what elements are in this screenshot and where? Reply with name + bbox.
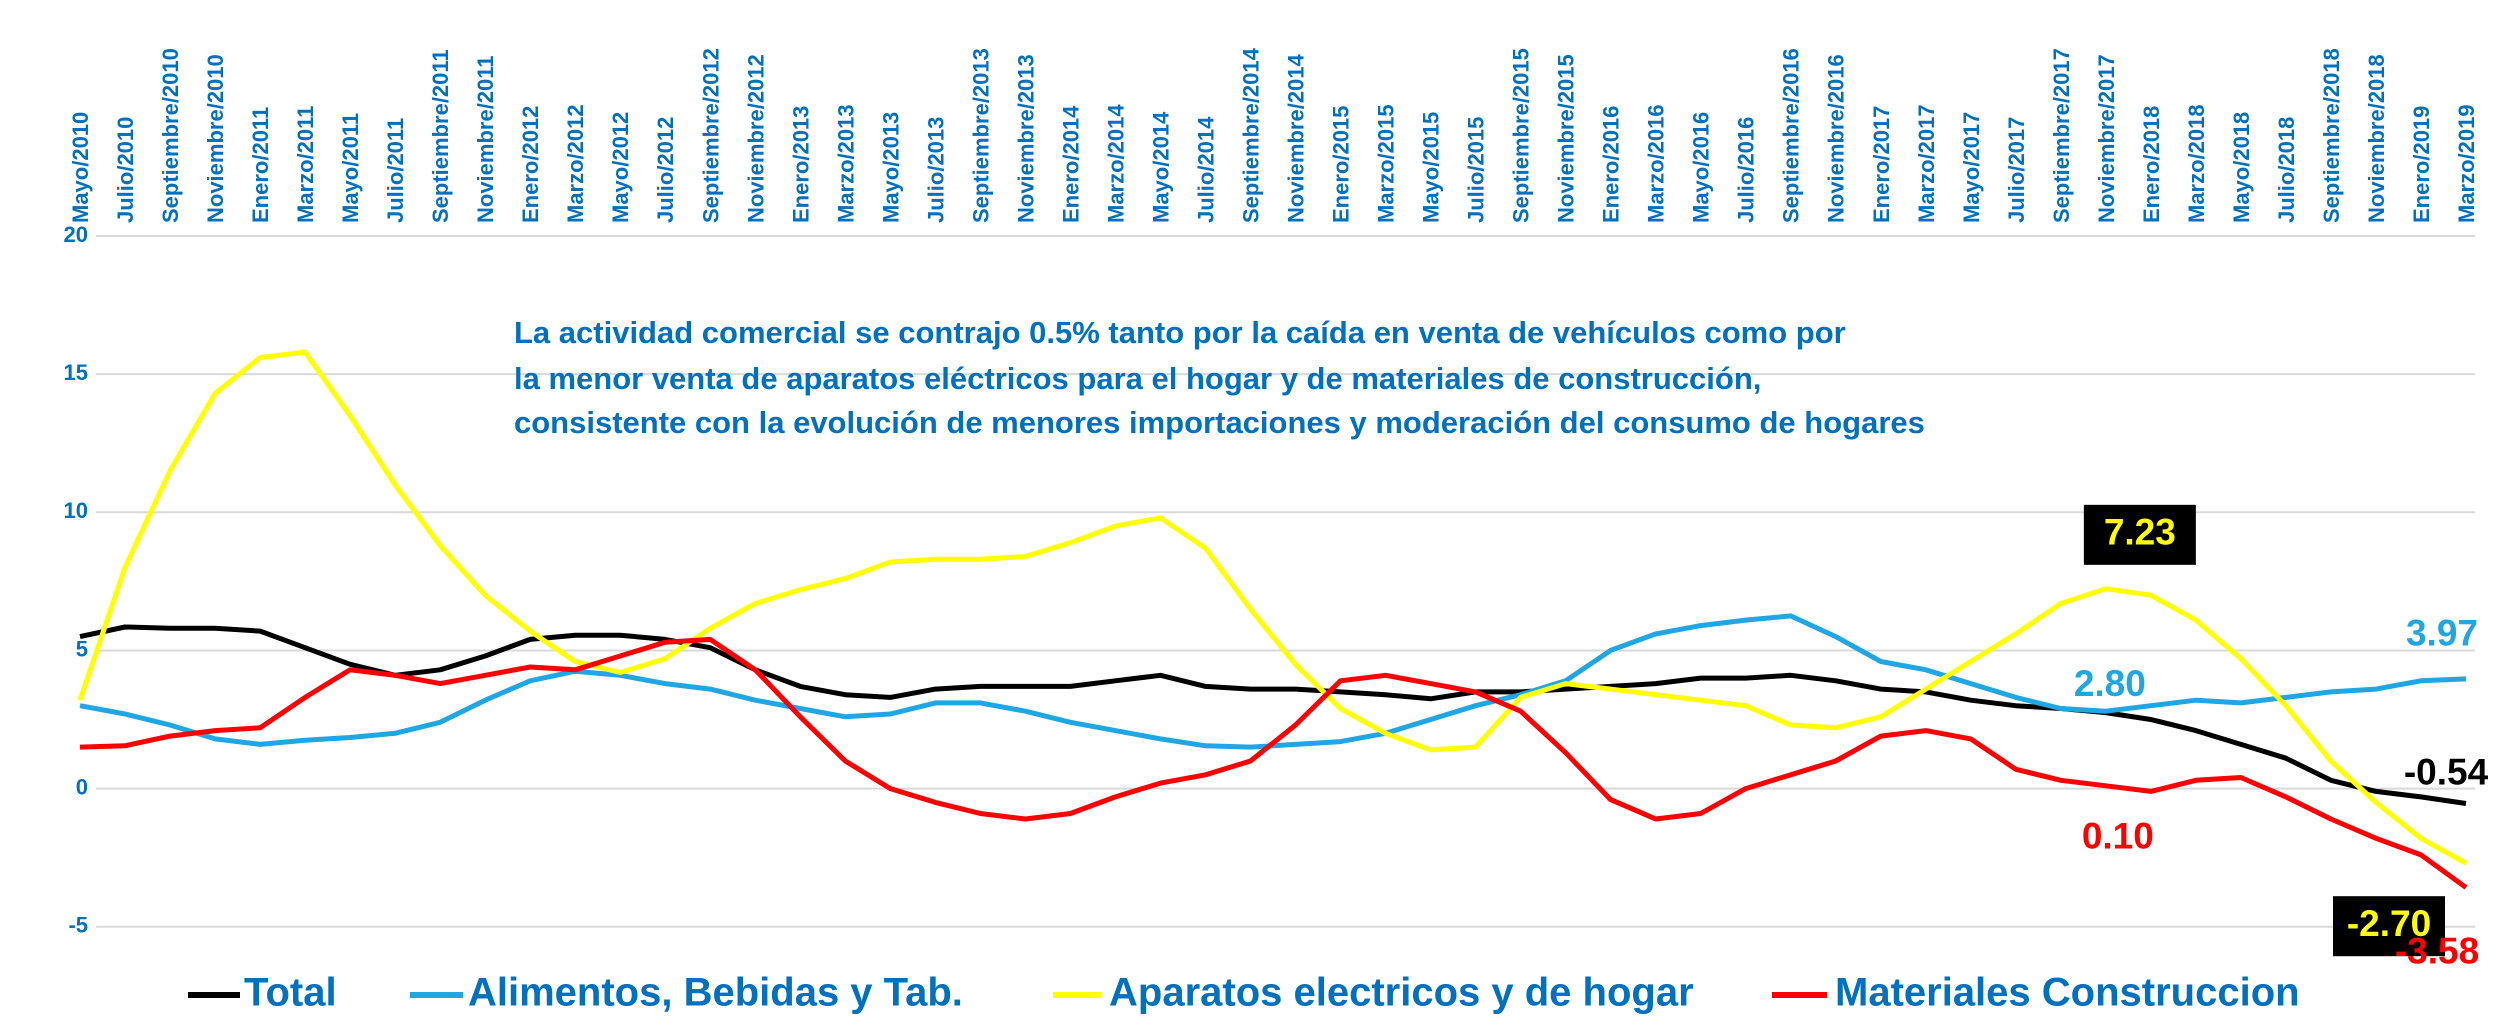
x-tick-label: Julio/2010 xyxy=(113,117,138,223)
label-box xyxy=(2083,504,2196,565)
y-tick-label: 15 xyxy=(64,360,88,385)
x-tick-label: Julio/2013 xyxy=(923,117,948,223)
x-tick-label: Septiembre/2012 xyxy=(698,48,723,223)
x-tick-label: Julio/2018 xyxy=(2274,117,2299,223)
x-tick-label: Marzo/2011 xyxy=(293,106,318,223)
data-label: -2.70 xyxy=(2347,903,2431,944)
x-tick-label: Mayo/2013 xyxy=(878,112,903,223)
data-label: -3.58 xyxy=(2395,930,2479,971)
x-tick-label: Marzo/2018 xyxy=(2184,104,2209,223)
x-tick-label: Enero/2016 xyxy=(1599,106,1624,223)
y-tick-label: 10 xyxy=(64,498,88,523)
x-tick-label: Septiembre/2013 xyxy=(968,48,993,223)
y-tick-label: 20 xyxy=(64,222,88,247)
annotation: La actividad comercial se contrajo 0.5% … xyxy=(514,315,1846,350)
x-tick-label: Noviembre/2011 xyxy=(473,55,498,223)
x-tick-label: Marzo/2017 xyxy=(1914,104,1939,223)
x-tick-label: Julio/2017 xyxy=(2004,117,2029,223)
x-tick-label: Mayo/2012 xyxy=(608,112,633,223)
x-tick-label: Septiembre/2014 xyxy=(1238,47,1263,223)
x-tick-label: Noviembre/2017 xyxy=(2094,54,2119,223)
x-tick-label: Marzo/2016 xyxy=(1644,104,1669,223)
data-label: 7.23 xyxy=(2104,512,2176,553)
x-tick-label: Mayo/2015 xyxy=(1419,112,1444,223)
x-tick-label: Mayo/2010 xyxy=(68,112,93,223)
series-line xyxy=(79,636,2468,890)
x-tick-label: Septiembre/2018 xyxy=(2319,48,2344,223)
x-tick-label: Julio/2015 xyxy=(1464,117,1489,223)
x-tick-label: Septiembre/2016 xyxy=(1779,48,1804,223)
x-tick-label: Septiembre/2017 xyxy=(2049,48,2074,223)
annotation: consistente con la evolución de menores … xyxy=(514,405,1925,440)
x-tick-label: Enero/2018 xyxy=(2139,106,2164,223)
x-tick-label: Septiembre/2015 xyxy=(1509,48,1534,223)
label-box xyxy=(2333,896,2445,957)
x-tick-label: Marzo/2019 xyxy=(2454,104,2479,223)
y-tick-label: 5 xyxy=(76,636,88,661)
x-tick-label: Noviembre/2012 xyxy=(743,54,768,223)
x-tick-label: Enero/2015 xyxy=(1329,106,1354,223)
series-line xyxy=(77,349,2468,866)
legend-label: Alimentos, Bebidas y Tab. xyxy=(468,971,963,1015)
legend-label: Total xyxy=(244,971,337,1015)
legend-label: Aparatos electricos y de hogar xyxy=(1109,971,1694,1015)
x-tick-label: Mayo/2011 xyxy=(338,113,363,223)
data-label: 2.80 xyxy=(2074,663,2146,704)
data-label: 3.97 xyxy=(2406,613,2478,654)
x-tick-label: Julio/2014 xyxy=(1193,116,1218,223)
x-tick-label: Enero/2011 xyxy=(248,107,273,223)
legend-label: Materiales Construccion xyxy=(1835,971,2300,1015)
x-tick-label: Mayo/2018 xyxy=(2229,112,2254,223)
x-tick-label: Mayo/2016 xyxy=(1689,112,1714,223)
x-tick-label: Marzo/2015 xyxy=(1374,104,1399,223)
x-tick-label: Mayo/2017 xyxy=(1959,112,1984,223)
x-tick-label: Mayo/2014 xyxy=(1148,111,1173,223)
x-tick-label: Marzo/2014 xyxy=(1103,104,1128,223)
x-tick-label: Noviembre/2018 xyxy=(2364,54,2389,223)
x-tick-label: Enero/2017 xyxy=(1869,106,1894,223)
y-tick-label: 0 xyxy=(76,774,88,799)
x-tick-label: Septiembre/2011 xyxy=(428,49,453,223)
x-tick-label: Noviembre/2014 xyxy=(1284,53,1309,223)
x-tick-label: Enero/2012 xyxy=(518,106,543,223)
x-tick-label: Julio/2016 xyxy=(1734,117,1759,223)
x-tick-label: Enero/2019 xyxy=(2409,106,2434,223)
x-tick-label: Noviembre/2013 xyxy=(1013,54,1038,223)
x-tick-label: Septiembre/2010 xyxy=(158,48,183,223)
x-tick-label: Noviembre/2010 xyxy=(203,54,228,223)
data-label: 0.10 xyxy=(2082,816,2154,857)
data-label: -0.54 xyxy=(2404,751,2489,792)
x-tick-label: Marzo/2013 xyxy=(833,104,858,223)
x-tick-label: Enero/2013 xyxy=(788,106,813,223)
y-tick-label: -5 xyxy=(68,913,88,938)
lines xyxy=(77,349,2468,890)
x-tick-label: Noviembre/2015 xyxy=(1554,54,1579,223)
annotation: la menor venta de aparatos eléctricos pa… xyxy=(514,361,1761,396)
x-tick-label: Marzo/2012 xyxy=(563,104,588,223)
x-tick-label: Enero/2014 xyxy=(1058,105,1083,223)
x-tick-label: Julio/2012 xyxy=(653,117,678,223)
x-tick-label: Julio/2011 xyxy=(383,118,408,223)
x-tick-label: Noviembre/2016 xyxy=(1824,54,1849,223)
